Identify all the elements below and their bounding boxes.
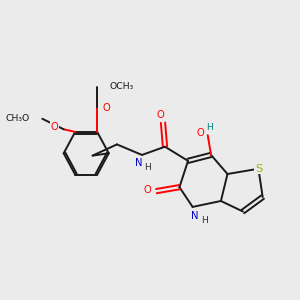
Text: O: O — [196, 128, 204, 138]
Text: H: H — [144, 163, 151, 172]
Text: O: O — [51, 122, 58, 132]
Text: N: N — [135, 158, 142, 168]
Text: H: H — [201, 216, 208, 225]
Text: OCH₃: OCH₃ — [110, 82, 134, 91]
Text: O: O — [103, 103, 110, 113]
Text: O: O — [157, 110, 164, 121]
Text: N: N — [191, 211, 199, 221]
Text: O: O — [143, 185, 151, 196]
Text: CH₃O: CH₃O — [5, 114, 30, 123]
Text: S: S — [255, 164, 262, 174]
Text: H: H — [206, 124, 213, 133]
